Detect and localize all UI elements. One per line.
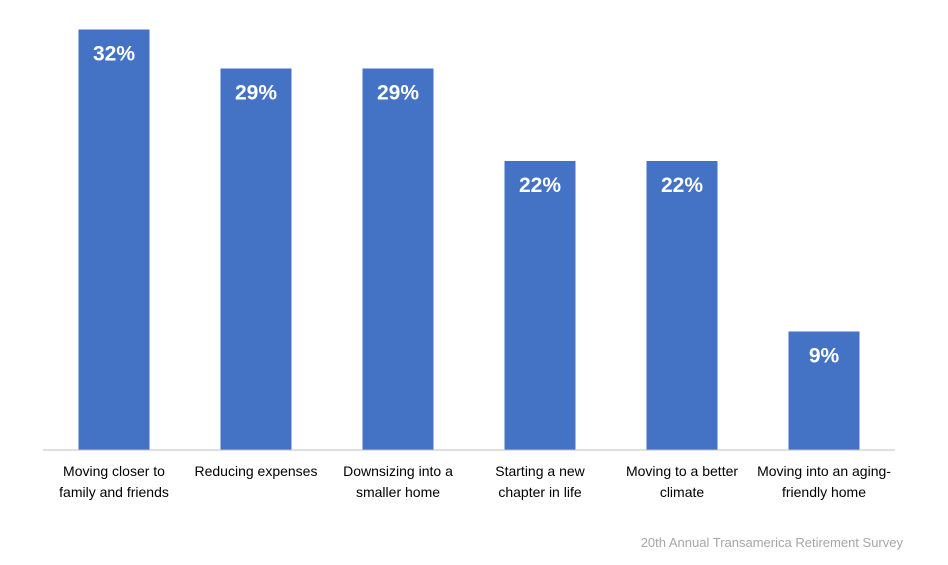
value-label-3: 29% <box>377 82 419 105</box>
source-note: 20th Annual Transamerica Retirement Surv… <box>641 535 904 550</box>
value-label-6: 9% <box>809 345 840 368</box>
bar-1 <box>78 29 150 451</box>
category-label-line: Moving into an aging- <box>757 463 891 479</box>
value-label-5: 22% <box>661 174 703 197</box>
category-label-line: smaller home <box>356 484 440 500</box>
category-label-4: Starting a new chapter in life <box>495 463 585 500</box>
category-label-line: family and friends <box>59 484 169 500</box>
category-label-line: Downsizing into a <box>343 463 453 479</box>
category-label-6: Moving into an aging-friendly home <box>757 463 891 500</box>
category-label-line: Starting a new <box>495 463 585 479</box>
bar-5 <box>646 160 718 451</box>
category-label-3: Downsizing into a smaller home <box>343 463 453 500</box>
value-label-1: 32% <box>93 42 135 65</box>
bar-3 <box>362 68 434 450</box>
bar-4 <box>504 160 576 451</box>
category-label-line: friendly home <box>782 484 866 500</box>
category-labels-group: Moving closer to family and friends Reduci… <box>59 463 891 500</box>
bar-2 <box>220 68 292 450</box>
category-label-1: Moving closer to family and friends <box>59 463 169 500</box>
bars-group <box>78 29 860 451</box>
category-label-2: Reducing expenses <box>195 463 318 479</box>
value-label-4: 22% <box>519 174 561 197</box>
category-label-line: climate <box>660 484 705 500</box>
category-label-line: Moving to a better <box>626 463 738 479</box>
value-labels-group: 32% 29% 29% 22% 22% 9% <box>93 42 840 367</box>
category-label-line: chapter in life <box>498 484 581 500</box>
category-label-line: Moving closer to <box>63 463 165 479</box>
category-label-line: Reducing expenses <box>195 463 318 479</box>
bar-6 <box>788 331 860 450</box>
category-label-5: Moving to a better climate <box>626 463 738 500</box>
value-label-2: 29% <box>235 82 277 105</box>
